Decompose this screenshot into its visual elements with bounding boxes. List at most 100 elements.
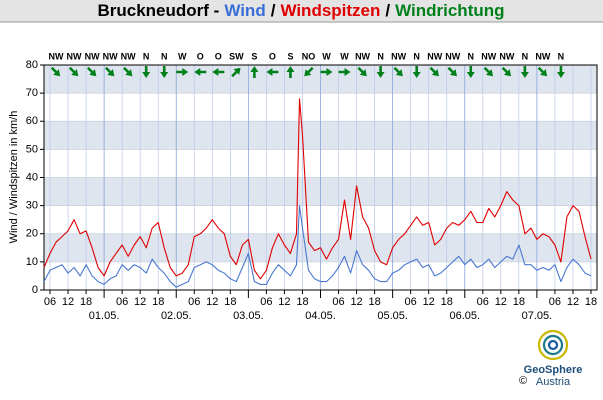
y-tick-label: 0 xyxy=(32,284,38,296)
y-tick-label: 80 xyxy=(26,59,38,71)
copyright: © xyxy=(519,375,527,387)
direction-arrow xyxy=(304,66,314,77)
direction-label: NW xyxy=(49,51,64,61)
direction-arrow xyxy=(376,66,385,78)
chart-title: Bruckneudorf - Wind / Windspitzen / Windricht… xyxy=(97,1,504,20)
date-label: 01.05. xyxy=(89,310,120,322)
direction-label: W xyxy=(178,51,187,61)
direction-label: NW xyxy=(481,51,496,61)
direction-label: N xyxy=(377,51,384,61)
direction-label: S xyxy=(287,51,293,61)
direction-label: NO xyxy=(302,51,316,61)
direction-arrow xyxy=(393,66,403,77)
x-tick-label: 12 xyxy=(134,296,146,308)
x-tick-label: 12 xyxy=(495,296,507,308)
direction-arrow xyxy=(483,66,494,77)
direction-arrow xyxy=(429,66,439,77)
title-part: / xyxy=(385,1,390,20)
direction-label: N xyxy=(143,51,150,61)
direction-arrow xyxy=(176,68,189,76)
direction-arrow xyxy=(194,68,207,76)
direction-label: N xyxy=(161,51,168,61)
title-part: Bruckneudorf - xyxy=(97,1,219,20)
direction-label: O xyxy=(215,51,222,61)
logo-icon xyxy=(537,329,569,361)
direction-label: NW xyxy=(121,51,136,61)
direction-arrow xyxy=(466,66,475,78)
direction-label: NW xyxy=(499,51,514,61)
direction-label: NW xyxy=(67,51,82,61)
date-label: 04.05. xyxy=(305,310,336,322)
direction-label: NW xyxy=(445,51,460,61)
direction-arrow xyxy=(212,68,225,76)
y-tick-label: 30 xyxy=(26,200,38,212)
title-part: / xyxy=(271,1,276,20)
direction-label: NW xyxy=(535,51,550,61)
x-tick-label: 12 xyxy=(62,296,74,308)
direction-arrow xyxy=(250,66,259,78)
x-tick-label: 06 xyxy=(405,296,417,308)
x-tick-label: 06 xyxy=(477,296,489,308)
x-tick-label: 18 xyxy=(152,296,164,308)
date-label: 05.05. xyxy=(377,310,408,322)
direction-arrow xyxy=(412,66,421,78)
direction-arrow xyxy=(537,66,548,77)
direction-label: N xyxy=(413,51,420,61)
title-bar xyxy=(0,0,603,22)
x-tick-label: 06 xyxy=(260,296,272,308)
direction-label: NW xyxy=(85,51,100,61)
direction-label: NW xyxy=(355,51,370,61)
direction-arrow xyxy=(357,66,367,77)
date-label: 03.05. xyxy=(233,310,264,322)
plot-frame xyxy=(43,64,598,291)
direction-arrow xyxy=(556,66,565,78)
direction-label: S xyxy=(251,51,257,61)
x-tick-label: 06 xyxy=(116,296,128,308)
date-label: 02.05. xyxy=(161,310,192,322)
direction-label: N xyxy=(558,51,565,61)
direction-arrow xyxy=(320,68,333,76)
x-tick-label: 18 xyxy=(585,296,597,308)
direction-arrow xyxy=(286,66,295,78)
direction-label: NW xyxy=(103,51,118,61)
x-tick-label: 06 xyxy=(549,296,561,308)
x-tick-label: 12 xyxy=(423,296,435,308)
direction-arrow xyxy=(142,66,151,78)
x-tick-label: 18 xyxy=(224,296,236,308)
x-tick-label: 06 xyxy=(44,296,56,308)
direction-arrow xyxy=(520,66,529,78)
direction-arrow xyxy=(86,66,97,77)
x-tick-label: 06 xyxy=(188,296,200,308)
direction-label: N xyxy=(468,51,475,61)
direction-label: O xyxy=(197,51,204,61)
y-tick-label: 60 xyxy=(26,115,38,127)
direction-arrow xyxy=(266,68,279,76)
direction-label: NW xyxy=(427,51,442,61)
x-tick-label: 18 xyxy=(441,296,453,308)
x-tick-label: 12 xyxy=(278,296,290,308)
direction-label: SW xyxy=(229,51,244,61)
direction-arrow xyxy=(50,66,61,77)
title-part: Wind xyxy=(224,1,265,20)
direction-arrow xyxy=(501,66,512,77)
direction-arrow xyxy=(122,66,133,77)
direction-label: W xyxy=(322,51,331,61)
date-label: 06.05. xyxy=(449,310,480,322)
y-tick-label: 10 xyxy=(26,256,38,268)
x-tick-label: 18 xyxy=(368,296,380,308)
direction-label: N xyxy=(522,51,529,61)
y-tick-label: 50 xyxy=(26,143,38,155)
direction-arrow xyxy=(231,67,241,78)
direction-arrow xyxy=(68,66,79,77)
x-tick-label: 12 xyxy=(206,296,218,308)
series-line xyxy=(43,98,592,280)
title-part: Windrichtung xyxy=(395,1,504,20)
direction-arrow xyxy=(104,66,115,77)
logo-name: GeoSphere xyxy=(524,364,583,376)
date-label: 07.05. xyxy=(522,310,553,322)
logo-sub: Austria xyxy=(536,376,571,388)
x-tick-label: 18 xyxy=(80,296,92,308)
x-tick-label: 12 xyxy=(350,296,362,308)
y-tick-label: 20 xyxy=(26,228,38,240)
